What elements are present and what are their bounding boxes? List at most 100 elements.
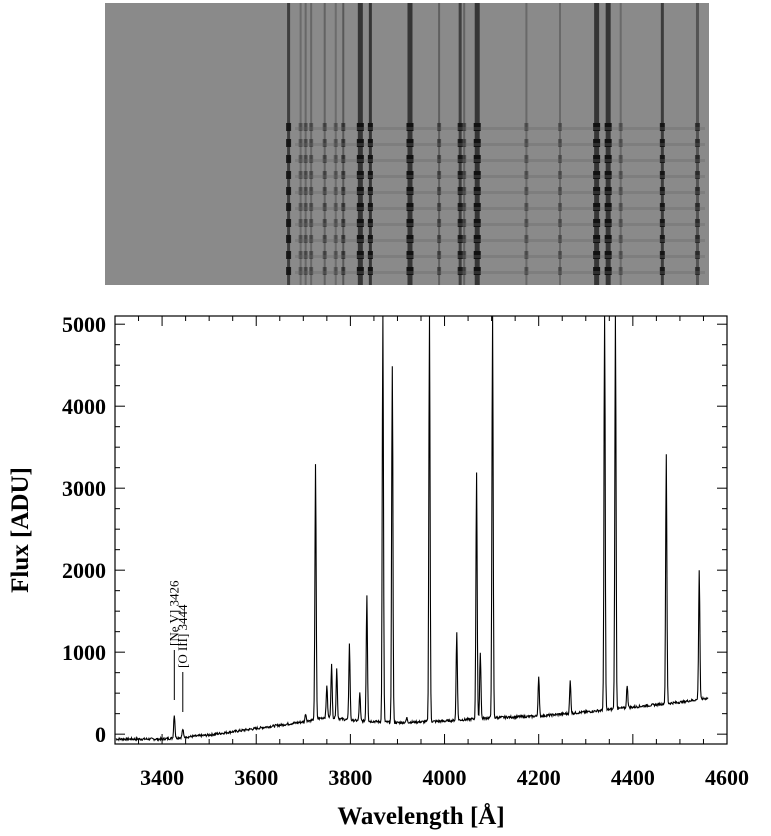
spectrum-image-knot [437,251,442,259]
spectrum-image-knot [462,171,467,179]
x-tick-label: 3600 [234,765,278,790]
spectrum-image-band [295,223,705,226]
spectrum-image-knot [341,139,346,147]
spectrum-image-knot [286,123,292,131]
spectrum-image-knot [694,187,700,195]
spectrum-image-knot [593,187,601,195]
spectrum-image-knot [303,251,308,259]
spectrum-image-knot [437,171,442,179]
spectrum-image-knot [309,267,314,275]
spectrum-image-knot [659,139,665,147]
spectrum-image-knot [604,171,612,179]
spectrum-image-knot [659,187,665,195]
spectrum-series-line [115,315,709,742]
spectrum-image-band [295,271,705,274]
spectrum-image-knot [356,155,364,163]
spectrum-image-band [295,207,705,210]
line-annotations: [Ne V] 3426[O III] 3444 [166,580,190,712]
spectrum-image-knot [298,139,303,147]
spectrum-image-knot [286,203,292,211]
spectrum-image-knot [367,139,373,147]
spectrum-image-knot [437,203,442,211]
spectrum-image-knot [457,171,463,179]
spectrum-image-knot [333,139,338,147]
spectrum-image-knot [462,139,467,147]
x-axis-title: Wavelength [Å] [337,802,504,830]
spectrum-image-knot [298,187,303,195]
spectrum-image-knot [593,235,601,243]
spectrum-image-knot [473,267,481,275]
spectrum-image-knot [309,123,314,131]
spectrum-image-knot [286,171,292,179]
spectrum-image-knot [593,123,601,131]
spectrum-image-band [295,191,705,194]
spectrum-image-knot [524,155,529,163]
spectrum-image-knot [322,267,327,275]
spectrum-image-knot [303,267,308,275]
spectrum-image-knot [356,219,364,227]
spectrum-image-knot [406,235,414,243]
y-tick-label: 4000 [62,394,106,419]
spectrum-image-knot [406,123,414,131]
spectrum-image-knot [659,155,665,163]
spectrum-image-knot [524,171,529,179]
spectrum-image-knot [524,267,529,275]
spectrum-image-knot [356,251,364,259]
annotation-label: [Ne V] 3426 [166,580,181,646]
spectrum-image-knot [694,203,700,211]
spectrum-image-knot [694,219,700,227]
spectrum-image-knot [473,155,481,163]
x-tick-label: 3400 [140,765,184,790]
spectrum-image-knot [604,251,612,259]
spectrum-image-knot [303,235,308,243]
spectrum-image-knot [322,123,327,131]
y-tick-label: 2000 [62,558,106,583]
spectrum-image-line [310,3,313,285]
spectrum-image-knot [524,139,529,147]
spectrum-image-knot [457,155,463,163]
spectrum-image-knot [309,171,314,179]
spectrum-image-knot [322,187,327,195]
spectrum-image-knot [356,267,364,275]
y-tick-label: 1000 [62,640,106,665]
spectrum-image-knot [322,235,327,243]
spectrum-image-knot [457,123,463,131]
spectrum-image-line [463,3,466,285]
spectrum-image-knot [659,123,665,131]
spectrum-image-knot [618,219,623,227]
spectrum-image-knot [367,235,373,243]
spectrum-image-knot [604,203,612,211]
spectrum-image-knot [367,123,373,131]
spectrum-image-knot [694,235,700,243]
spectrum-image-knot [309,235,314,243]
spectrum-image-knot [618,203,623,211]
spectrum-image-knot [309,203,314,211]
spectrum-image-knot [309,139,314,147]
y-axis-title: Flux [ADU] [7,467,34,593]
spectrum-image-knot [298,251,303,259]
spectrum-image-knot [604,139,612,147]
spectrum-image-knot [437,139,442,147]
spectrum-image-knot [298,155,303,163]
spectrum-image-knot [356,187,364,195]
spectrum-image-knot [333,171,338,179]
spectrum-image-knot [298,171,303,179]
spectrum-image-knot [367,267,373,275]
spectrum-image-knot [593,203,601,211]
spectrum-image-knot [341,235,346,243]
spectrum-image-knot [462,203,467,211]
spectrum-image-knot [367,171,373,179]
spectrum-image-knot [322,171,327,179]
spectrum-image-knot [618,187,623,195]
spectrum-image-knot [457,187,463,195]
spectrum-image-knot [618,123,623,131]
spectrum-image-knot [593,267,601,275]
x-tick-label: 4000 [423,765,467,790]
spectrum-image-knot [618,267,623,275]
spectrum-image-band [295,159,705,162]
spectrum-image-knot [457,219,463,227]
spectrum-image-knot [593,251,601,259]
spectrum-image-band [295,239,705,242]
spectrum-image-knot [473,251,481,259]
spectrum-image-knot [593,219,601,227]
